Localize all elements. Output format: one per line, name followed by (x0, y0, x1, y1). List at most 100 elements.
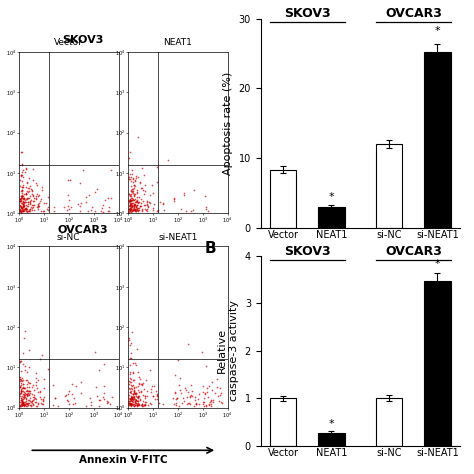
Point (175, 381, 183, 389)
Point (34, 400, 42, 407)
Point (134, 401, 142, 409)
Point (217, 391, 224, 399)
Point (30, 392, 38, 399)
Point (130, 398, 137, 406)
Point (133, 204, 140, 212)
Point (126, 206, 133, 214)
Point (16, 390, 24, 398)
Point (32, 196, 39, 203)
Bar (270, 398, 296, 446)
Point (143, 198, 150, 206)
Point (136, 193, 143, 201)
Point (126, 392, 133, 399)
Point (131, 389, 139, 397)
Point (18, 207, 25, 214)
Point (18, 194, 25, 201)
Point (19, 399, 27, 407)
Point (33, 192, 40, 200)
Point (206, 400, 213, 408)
Point (135, 392, 142, 400)
Point (147, 401, 155, 408)
Point (34, 377, 42, 384)
Point (133, 203, 140, 211)
Point (32, 374, 40, 382)
Point (32, 180, 40, 187)
Point (133, 399, 140, 407)
Point (129, 395, 137, 402)
Point (130, 201, 138, 209)
Point (17, 207, 24, 215)
Point (18, 397, 26, 404)
Point (22, 195, 29, 202)
Point (128, 328, 136, 336)
Point (173, 395, 180, 403)
Point (134, 173, 142, 181)
Point (97, 207, 105, 214)
Point (64, 397, 72, 404)
Text: NEAT1: NEAT1 (164, 38, 192, 47)
Point (37, 208, 45, 215)
Point (206, 398, 214, 405)
Point (139, 186, 146, 194)
Point (128, 392, 135, 400)
Point (24, 399, 32, 407)
Point (43, 205, 51, 213)
Point (128, 166, 136, 173)
Point (51, 394, 59, 401)
Point (217, 384, 224, 392)
Point (28, 206, 36, 214)
Point (127, 390, 134, 397)
Text: *: * (435, 259, 440, 269)
Point (132, 174, 140, 182)
Point (131, 399, 139, 407)
Point (132, 396, 139, 404)
Point (176, 386, 184, 393)
Point (28, 397, 36, 404)
Point (32, 396, 39, 403)
Point (128, 200, 135, 208)
Point (128, 398, 136, 405)
Point (30, 201, 38, 209)
Point (18, 200, 26, 207)
Point (134, 382, 142, 389)
Point (105, 207, 112, 215)
Point (132, 172, 140, 180)
Point (21, 196, 29, 204)
Point (133, 190, 140, 197)
Point (21, 204, 28, 211)
Point (126, 395, 134, 403)
Point (38, 351, 46, 359)
Point (211, 390, 219, 397)
Point (126, 374, 134, 382)
Point (180, 189, 188, 197)
Point (19, 349, 27, 356)
Text: B: B (205, 241, 217, 256)
Point (131, 401, 138, 409)
Point (192, 399, 200, 407)
Point (20, 402, 28, 410)
Point (201, 390, 209, 397)
Point (128, 208, 136, 215)
Point (49, 382, 57, 389)
Point (17, 194, 24, 202)
Point (126, 202, 133, 210)
Point (20, 202, 27, 210)
Point (149, 392, 157, 400)
Point (129, 205, 137, 213)
Point (126, 384, 133, 392)
Point (27, 197, 34, 204)
Point (133, 401, 141, 409)
Point (17, 389, 25, 397)
Point (138, 400, 146, 408)
Text: *: * (328, 192, 334, 202)
Point (128, 196, 136, 203)
Point (18, 160, 26, 167)
Point (144, 392, 151, 400)
Point (127, 206, 134, 213)
Point (25, 194, 33, 202)
Point (128, 395, 135, 402)
Point (24, 391, 32, 399)
Point (131, 196, 138, 204)
Text: OVCAR3: OVCAR3 (385, 245, 442, 258)
Point (100, 383, 108, 390)
